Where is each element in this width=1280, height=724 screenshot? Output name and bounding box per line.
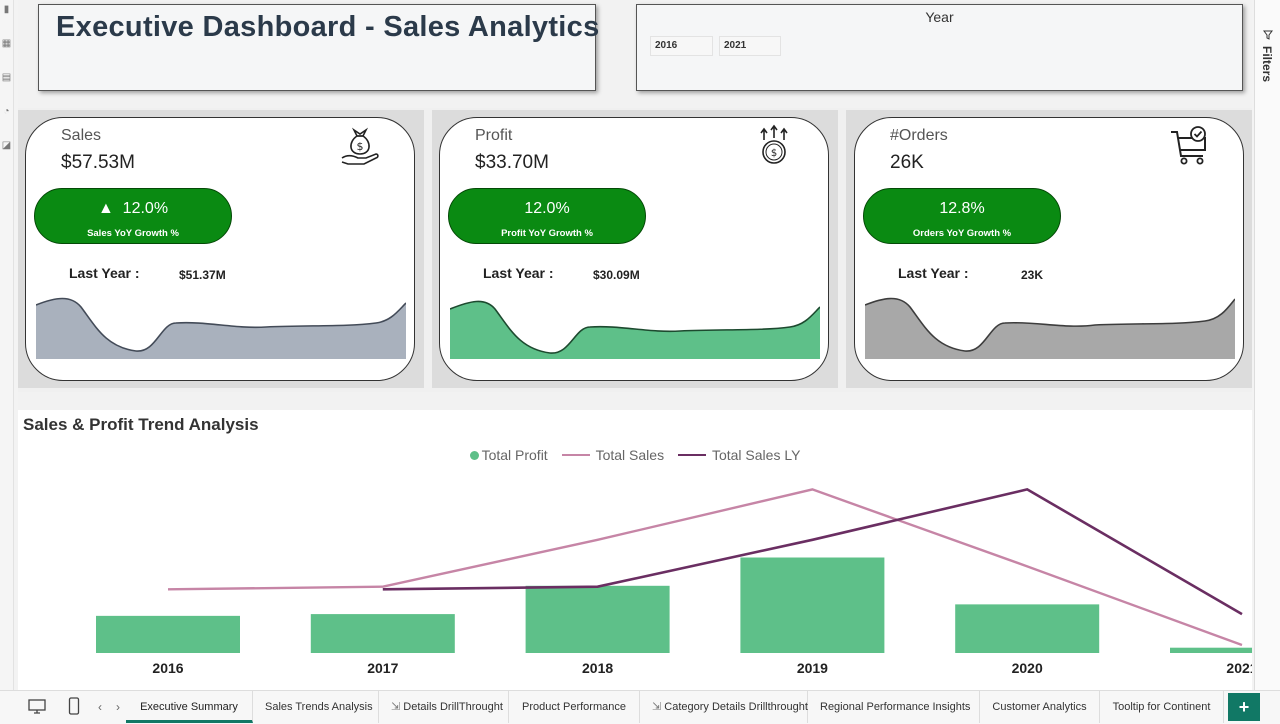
growth-badge: 12.0% Profit YoY Growth % <box>448 188 646 244</box>
tab-regional-performance-insights[interactable]: Regional Performance Insights <box>808 691 980 723</box>
x-tick-label: 2018 <box>582 660 613 676</box>
legend-item-profit[interactable]: Total Profit <box>469 447 548 463</box>
page-title: Executive Dashboard - Sales Analytics <box>56 11 600 43</box>
tab-label: Details DrillThrought <box>403 701 503 713</box>
legend-item-sales[interactable]: Total Sales <box>561 447 665 463</box>
kpi-label: Profit <box>475 127 513 144</box>
last-year-value: $51.37M <box>179 268 226 282</box>
x-tick-label: 2016 <box>152 660 183 676</box>
kpi-card-sales[interactable]: Sales $57.53M $ ▲ 12.0% Sales YoY Growth… <box>25 117 415 381</box>
legend-label: Total Profit <box>481 447 548 463</box>
kpi-card-orders[interactable]: #Orders 26K 12.8% Orders YoY Growth % La… <box>854 117 1244 381</box>
last-year-label: Last Year : <box>69 265 140 281</box>
growth-value: 12.0% <box>524 200 570 217</box>
legend-label: Total Sales <box>595 447 665 463</box>
last-year-value: $30.09M <box>593 268 640 282</box>
profit-bar-2020[interactable] <box>955 604 1100 653</box>
dollar-coin-growth-icon: $ <box>760 124 788 164</box>
tab-label: Customer Analytics <box>992 701 1087 713</box>
total-sales-line[interactable] <box>167 488 1243 647</box>
last-year-label: Last Year : <box>898 265 969 281</box>
sparkline-profit <box>450 300 820 359</box>
kpi-label: Sales <box>61 127 102 144</box>
desktop-layout-icon[interactable] <box>28 699 46 715</box>
kpi-value: $33.70M <box>475 152 549 173</box>
profit-bar-2021[interactable] <box>1170 647 1252 653</box>
dax-query-icon[interactable]: ◔ <box>3 106 10 117</box>
page-tabs-bar: ‹ › Executive Summary Sales Trends Analys… <box>0 690 1280 724</box>
chart-legend: Total Profit Total Sales Total Sales LY <box>18 447 1252 463</box>
svg-text:$: $ <box>357 140 364 153</box>
filter-icon <box>1263 30 1273 40</box>
trend-chart-visual[interactable]: Sales & Profit Trend Analysis Total Prof… <box>18 410 1252 690</box>
growth-label: Orders YoY Growth % <box>912 228 1012 239</box>
last-year-value: 23K <box>1021 268 1044 282</box>
tab-label: Regional Performance Insights <box>820 701 971 713</box>
growth-value: 12.8% <box>939 200 985 217</box>
sparkline-sales <box>36 297 406 359</box>
add-page-button[interactable]: + <box>1228 693 1260 721</box>
cart-check-icon <box>1171 126 1206 165</box>
tab-details-drillthrought[interactable]: ⇲ Details DrillThrought <box>379 691 509 723</box>
legend-line-icon <box>561 454 590 456</box>
drillthrough-icon: ⇲ <box>391 701 404 713</box>
growth-label: Sales YoY Growth % <box>87 228 179 239</box>
legend-label: Total Sales LY <box>711 447 801 463</box>
x-tick-label: 2017 <box>367 660 398 676</box>
tmdl-view-icon[interactable]: ◪ <box>1 140 12 151</box>
model-view-icon[interactable]: ▤ <box>1 72 12 83</box>
mobile-layout-icon[interactable] <box>68 697 80 715</box>
table-view-icon[interactable]: ▦ <box>1 38 12 49</box>
report-view-rail: ▮ ▦ ▤ ◔ ◪ <box>0 0 14 690</box>
year-slicer[interactable]: Year 2016 2021 <box>636 4 1243 91</box>
trend-chart-plot: 2016 2017 2018 2019 2020 2021 <box>96 488 1252 676</box>
report-view-icon[interactable]: ▮ <box>3 4 10 15</box>
x-tick-label: 2020 <box>1012 660 1043 676</box>
legend-dot-icon <box>469 451 479 460</box>
tab-label: Sales Trends Analysis <box>265 701 373 713</box>
tab-label: Product Performance <box>522 701 626 713</box>
filters-pane-collapsed[interactable]: Filters <box>1254 0 1280 690</box>
svg-text:$: $ <box>771 148 777 159</box>
legend-line-icon <box>677 454 706 456</box>
legend-item-sales-ly[interactable]: Total Sales LY <box>677 447 801 463</box>
profit-bar-2016[interactable] <box>96 615 240 653</box>
tab-customer-analytics[interactable]: Customer Analytics <box>980 691 1100 723</box>
tab-label: Tooltip for Continent <box>1112 701 1211 713</box>
profit-bar-2018[interactable] <box>525 585 670 653</box>
up-arrow-icon: ▲ <box>97 200 114 217</box>
kpi-card-profit[interactable]: Profit $33.70M $ 12.0% Profit YoY Growth… <box>439 117 829 381</box>
filters-label: Filters <box>1260 46 1274 83</box>
total-sales-ly-line[interactable] <box>382 488 1243 616</box>
kpi-value: $57.53M <box>61 152 135 173</box>
growth-value: 12.0% <box>122 200 169 217</box>
chart-title: Sales & Profit Trend Analysis <box>23 415 259 434</box>
kpi-label: #Orders <box>890 127 948 144</box>
growth-badge: ▲ 12.0% Sales YoY Growth % <box>34 188 232 244</box>
growth-label: Profit YoY Growth % <box>501 228 593 239</box>
tab-label: Executive Summary <box>140 701 238 713</box>
tab-executive-summary[interactable]: Executive Summary <box>126 691 253 723</box>
year-from-input[interactable]: 2016 <box>650 36 713 56</box>
sparkline-orders <box>865 297 1235 359</box>
profit-bar-2019[interactable] <box>740 557 885 653</box>
drillthrough-icon: ⇲ <box>652 701 665 713</box>
year-slicer-title: Year <box>925 9 954 25</box>
tab-label: Category Details Drillthrought <box>664 701 808 713</box>
tab-tooltip-for-continent[interactable]: Tooltip for Continent <box>1100 691 1224 723</box>
next-page-button[interactable]: › <box>116 700 120 714</box>
year-to-input[interactable]: 2021 <box>719 36 781 56</box>
tab-sales-trends-analysis[interactable]: Sales Trends Analysis <box>253 691 379 723</box>
tab-product-performance[interactable]: Product Performance <box>509 691 640 723</box>
growth-badge: 12.8% Orders YoY Growth % <box>863 188 1061 244</box>
x-tick-label: 2021 <box>1226 660 1252 676</box>
tab-category-details-drillthrought[interactable]: ⇲ Category Details Drillthrought <box>640 691 808 723</box>
money-bag-hand-icon: $ <box>341 127 379 165</box>
profit-bar-2017[interactable] <box>310 614 455 653</box>
title-card: Executive Dashboard - Sales Analytics <box>38 4 599 91</box>
kpi-value: 26K <box>890 152 924 173</box>
prev-page-button[interactable]: ‹ <box>98 700 102 714</box>
x-tick-label: 2019 <box>797 660 828 676</box>
last-year-label: Last Year : <box>483 265 554 281</box>
